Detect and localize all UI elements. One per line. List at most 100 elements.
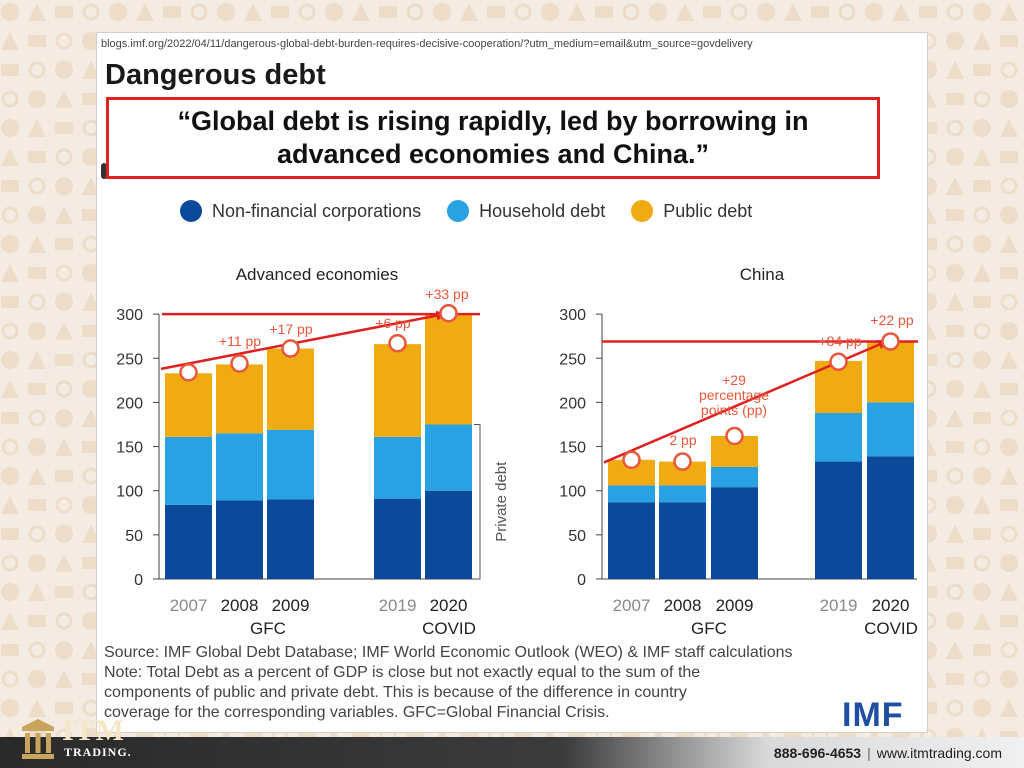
pattern-dot (541, 3, 559, 21)
bar-segment (608, 502, 655, 579)
bar-segment (374, 436, 421, 499)
pattern-bar (379, 6, 397, 18)
pattern-triangle (973, 32, 991, 50)
x-tick-label: 2008 (221, 596, 259, 615)
pattern-triangle (28, 3, 46, 21)
pattern-bar (1, 644, 19, 656)
bar-segment (216, 364, 263, 434)
pattern-dot (28, 554, 46, 572)
pattern-ring (973, 670, 991, 688)
category-group-label: GFC (691, 619, 727, 638)
pattern-triangle (973, 264, 991, 282)
pattern-dot (109, 3, 127, 21)
pattern-ring (973, 438, 991, 456)
pattern-bar (946, 325, 964, 337)
pattern-bar (55, 470, 73, 482)
pattern-triangle (82, 293, 100, 311)
legend-item-corporations: Non-financial corporations (180, 200, 421, 222)
pattern-bar (28, 499, 46, 511)
legend-label-household: Household debt (479, 200, 606, 221)
pattern-dot (1, 467, 19, 485)
bar-segment (711, 466, 758, 488)
pattern-bar (28, 151, 46, 163)
total-marker (230, 354, 249, 373)
pattern-bar (973, 180, 991, 192)
pattern-ring (55, 148, 73, 166)
pattern-bar (1000, 151, 1018, 163)
bar-segment (867, 402, 914, 457)
pattern-ring (55, 496, 73, 514)
pattern-triangle (1000, 235, 1018, 253)
bar-segment (216, 500, 263, 579)
pattern-dot (217, 3, 235, 21)
pattern-bar (1000, 267, 1018, 279)
itm-trading-logo[interactable]: ITM TRADING. (20, 715, 140, 765)
legend-dot-household (447, 200, 470, 222)
change-annotation: +17 pp (269, 321, 312, 337)
pattern-ring (1000, 641, 1018, 659)
pattern-dot (973, 3, 991, 21)
trend-arrow (160, 310, 447, 371)
change-annotation: percentage (699, 387, 769, 403)
pattern-ring (946, 699, 964, 717)
pattern-triangle (28, 583, 46, 601)
phone-number[interactable]: 888-696-4653 (773, 745, 862, 761)
pattern-triangle (1000, 119, 1018, 137)
private-debt-bracket (474, 423, 481, 580)
legend-item-household: Household debt (447, 200, 605, 222)
pattern-triangle (460, 3, 478, 21)
category-group-label: COVID (422, 619, 476, 638)
pattern-dot (82, 612, 100, 630)
pattern-bar (946, 441, 964, 453)
pattern-triangle (784, 3, 802, 21)
pattern-dot (1000, 206, 1018, 224)
pattern-dot (28, 90, 46, 108)
source-line: Source: IMF Global Debt Database; IMF Wo… (104, 644, 793, 661)
pattern-ring (946, 351, 964, 369)
pattern-bar (1000, 383, 1018, 395)
total-marker (881, 332, 900, 351)
pattern-dot (325, 3, 343, 21)
pattern-dot (973, 351, 991, 369)
bar-segment (659, 502, 706, 579)
pattern-bar (946, 557, 964, 569)
pattern-dot (649, 3, 667, 21)
pattern-ring (28, 525, 46, 543)
pattern-bar (1, 412, 19, 424)
pattern-ring (1, 670, 19, 688)
pattern-ring (28, 641, 46, 659)
pattern-dot (1000, 554, 1018, 572)
pattern-triangle (1000, 467, 1018, 485)
pattern-dot (28, 670, 46, 688)
pattern-dot (973, 583, 991, 601)
y-tick-label: 150 (559, 440, 586, 457)
pattern-triangle (946, 525, 964, 543)
pattern-triangle (82, 525, 100, 543)
pattern-dot (55, 61, 73, 79)
bar-segment (374, 344, 421, 437)
url-bar[interactable]: blogs.imf.org/2022/04/11/dangerous-globa… (101, 38, 753, 50)
pattern-dot (757, 3, 775, 21)
pattern-ring (55, 380, 73, 398)
pattern-triangle (1, 148, 19, 166)
pattern-bar (271, 6, 289, 18)
source-note: Source: IMF Global Debt Database; IMF Wo… (104, 643, 904, 723)
pattern-bar (82, 93, 100, 105)
pattern-bar (1, 528, 19, 540)
change-annotation: 2 pp (669, 432, 696, 448)
bar-segment (216, 433, 263, 501)
x-tick-label: 2020 (872, 596, 910, 615)
pattern-triangle (1000, 351, 1018, 369)
note-line: Note: Total Debt as a percent of GDP is … (104, 664, 701, 681)
change-annotation: +33 pp (425, 286, 468, 302)
pattern-triangle (55, 90, 73, 108)
website-link[interactable]: www.itmtrading.com (876, 745, 1002, 761)
y-tick-label: 100 (559, 484, 586, 501)
quote-callout: “Global debt is rising rapidly, led by b… (106, 97, 880, 179)
chart-panel-china: China 0 50 100 150 200 250 300 2007 2008 2009 2019 2… (559, 265, 918, 638)
total-marker (388, 333, 407, 353)
x-tick-label: 2019 (820, 596, 858, 615)
pattern-ring (946, 235, 964, 253)
pattern-triangle (568, 3, 586, 21)
bar-segment (165, 436, 212, 505)
